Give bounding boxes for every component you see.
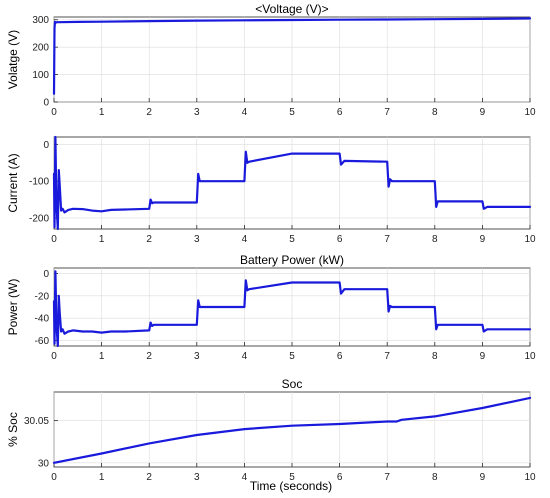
- x-tick-label: 8: [432, 472, 438, 483]
- x-tick-label: 8: [432, 107, 438, 118]
- y-tick-label: 200: [32, 43, 49, 54]
- x-tick-label: 2: [146, 107, 152, 118]
- x-tick-label: 4: [242, 234, 248, 245]
- y-tick-label: 300: [32, 15, 49, 26]
- x-tick-label: 10: [524, 351, 536, 362]
- y-axis-label: Current (A): [6, 153, 20, 212]
- x-tick-label: 6: [337, 234, 343, 245]
- x-tick-label: 5: [289, 234, 295, 245]
- x-axis-label: Time (seconds): [250, 479, 332, 493]
- y-axis-label: % Soc: [6, 412, 20, 447]
- x-tick-label: 5: [289, 351, 295, 362]
- x-tick-label: 0: [51, 351, 57, 362]
- subplot-2: 0 1 2 3 4 5 6 7 8 9 10 -200 -100 0 Current (A): [6, 135, 536, 245]
- y-tick-label: 100: [32, 70, 49, 81]
- x-tick-label: 7: [384, 107, 390, 118]
- subplot-title: Soc: [282, 377, 303, 391]
- y-axis-label: Volatge (V): [6, 30, 20, 89]
- y-tick-label: 0: [43, 140, 49, 151]
- y-tick-label: 30: [38, 458, 50, 469]
- x-tick-label: 6: [337, 351, 343, 362]
- x-tick-label: 3: [194, 234, 200, 245]
- x-tick-label: 9: [480, 234, 486, 245]
- y-tick-label: -40: [35, 314, 50, 325]
- y-tick-label: -60: [35, 336, 50, 347]
- series-line-volatge-v-1: [52, 17, 532, 95]
- x-tick-label: 3: [194, 351, 200, 362]
- y-axis-label: Power (W): [6, 279, 20, 336]
- y-tick-label: -20: [35, 291, 50, 302]
- x-tick-label: 10: [524, 107, 536, 118]
- x-tick-label: 10: [524, 234, 536, 245]
- subplot-4: 0 1 2 3 4 5 6 7 8 9 10 30 30.05 Soc % Soc: [6, 377, 536, 483]
- x-tick-label: 2: [146, 234, 152, 245]
- x-tick-label: 9: [480, 351, 486, 362]
- series-line-soc-1: [52, 396, 532, 464]
- y-tick-label: -100: [29, 177, 49, 188]
- x-tick-label: 1: [99, 234, 105, 245]
- x-tick-label: 2: [146, 351, 152, 362]
- x-tick-label: 7: [384, 351, 390, 362]
- x-tick-label: 1: [99, 472, 105, 483]
- x-tick-label: 0: [51, 234, 57, 245]
- y-tick-label: 0: [43, 98, 49, 109]
- x-tick-label: 9: [480, 107, 486, 118]
- x-tick-label: 3: [194, 472, 200, 483]
- x-tick-label: 8: [432, 351, 438, 362]
- y-tick-label: 0: [43, 269, 49, 280]
- x-tick-label: 3: [194, 107, 200, 118]
- series-line-current-a-1: [52, 135, 532, 231]
- x-tick-label: 6: [337, 107, 343, 118]
- x-tick-label: 5: [289, 472, 295, 483]
- x-tick-label: 0: [51, 472, 57, 483]
- subplot-title: <Voltage (V)>: [255, 2, 328, 16]
- x-tick-label: 4: [242, 351, 248, 362]
- y-tick-label: 30.05: [24, 416, 49, 427]
- x-tick-label: 0: [51, 107, 57, 118]
- x-tick-label: 7: [384, 472, 390, 483]
- subplot-title: Battery Power (kW): [240, 253, 344, 267]
- x-tick-label: 8: [432, 234, 438, 245]
- x-tick-label: 6: [337, 472, 343, 483]
- x-tick-label: 2: [146, 472, 152, 483]
- x-tick-label: 1: [99, 107, 105, 118]
- x-tick-label: 4: [242, 472, 248, 483]
- x-tick-label: 5: [289, 107, 295, 118]
- x-tick-label: 9: [480, 472, 486, 483]
- x-tick-label: 7: [384, 234, 390, 245]
- subplot-3: 0 1 2 3 4 5 6 7 8 9 10 -60 -40 -20 0 Battery Power (kW)…: [6, 253, 536, 362]
- x-tick-label: 1: [99, 351, 105, 362]
- series-line-power-w-1: [52, 270, 532, 348]
- y-tick-label: -200: [29, 213, 49, 224]
- x-tick-label: 4: [242, 107, 248, 118]
- x-tick-label: 10: [524, 472, 536, 483]
